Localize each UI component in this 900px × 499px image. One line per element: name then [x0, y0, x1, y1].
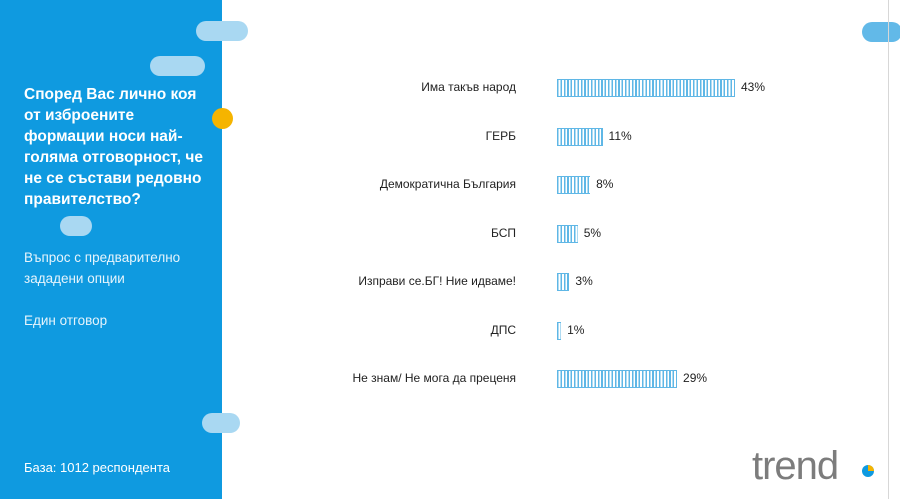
bar [557, 273, 570, 291]
category-label: Не знам/ Не мога да преценя [352, 371, 516, 385]
answer-type-note: Един отговор [24, 313, 108, 328]
survey-question: Според Вас лично коя от изброените форма… [24, 86, 203, 208]
category-label: Демократична България [379, 177, 516, 191]
decorative-pill [196, 21, 248, 41]
category-label: ГЕРБ [485, 128, 516, 143]
bar [557, 127, 603, 146]
question-type-note: Въпрос с предварително зададени опции [24, 250, 181, 286]
category-label: ДПС [490, 322, 516, 337]
decorative-pill [862, 22, 900, 42]
svg-text:trend: trend [752, 444, 838, 488]
data-label: 5% [583, 225, 602, 240]
decorative-pill [60, 216, 92, 236]
accent-dot [212, 108, 233, 129]
right-divider [888, 0, 889, 499]
bar [557, 79, 735, 97]
bar-chart: Има такъв народ 43% ГЕРБ 11% Демократична Бъ… [230, 70, 870, 410]
data-label: 3% [575, 274, 593, 288]
category-label: БСП [490, 225, 516, 240]
data-label: 1% [567, 322, 585, 337]
trend-logo: trend [752, 444, 874, 488]
data-label: 43% [741, 80, 766, 94]
bar [557, 370, 678, 388]
data-label: 29% [683, 371, 708, 385]
decorative-pill [202, 413, 240, 433]
bar [557, 176, 591, 194]
category-label: Има такъв народ [421, 80, 516, 94]
decorative-pill [150, 56, 205, 76]
sample-base: База: 1012 респондента [24, 460, 171, 475]
data-label: 8% [596, 177, 614, 191]
sidebar-panel [0, 0, 222, 499]
data-label: 11% [608, 128, 632, 143]
category-label: Изправи се.БГ! Ние идваме! [358, 274, 516, 288]
bar [557, 321, 562, 340]
bar [557, 224, 578, 243]
